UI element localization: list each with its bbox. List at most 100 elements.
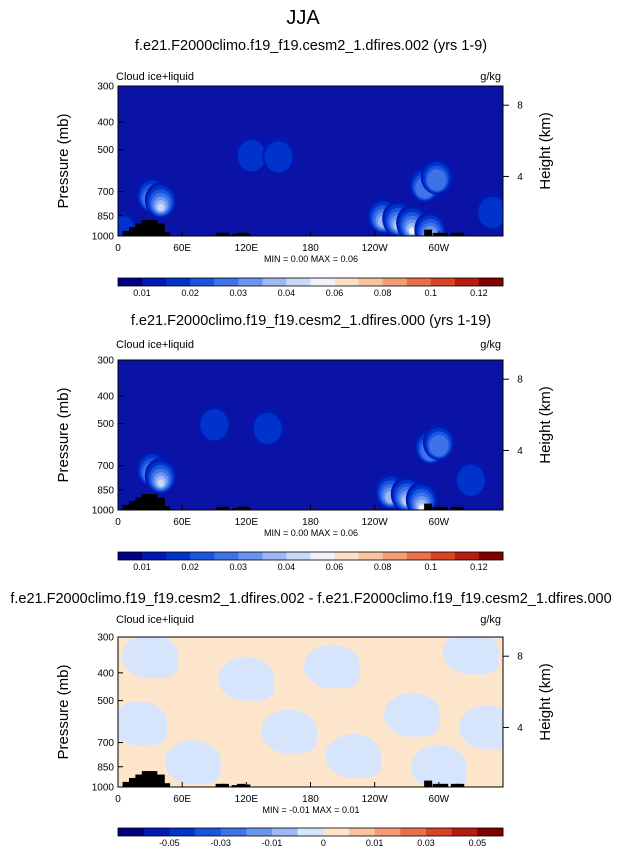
colorbar-swatch [262, 278, 287, 286]
x-tick-label: 60E [173, 517, 191, 528]
cloud-contour [418, 505, 425, 510]
y-axis-label-right: Height (km) [537, 663, 554, 741]
colorbar-tick-label: -0.03 [210, 838, 231, 848]
colorbar-swatch [406, 278, 432, 286]
terrain-block [450, 506, 459, 510]
colorbar-swatch [430, 552, 456, 560]
cloud-contour [457, 464, 485, 496]
terrain-block [231, 785, 240, 787]
anomaly-contour [327, 664, 360, 689]
terrain-block [156, 497, 165, 510]
panel-2: f.e21.F2000climo.f19_f19.cesm2_1.dfires.… [55, 313, 554, 572]
y-tick-label: 500 [97, 145, 114, 156]
colorbar-swatch [195, 828, 222, 836]
colorbar-swatch [262, 552, 287, 560]
variable-label: Cloud ice+liquid [116, 339, 194, 351]
y-tick-label: 500 [97, 419, 114, 430]
colorbar-swatch [382, 552, 408, 560]
height-tick-label: 8 [517, 652, 523, 663]
cloud-contour [157, 479, 165, 487]
x-tick-label: 120E [235, 794, 259, 805]
panel-1: f.e21.F2000climo.f19_f19.cesm2_1.dfires.… [55, 38, 554, 298]
terrain-block [149, 220, 158, 236]
x-tick-label: 120W [362, 243, 389, 254]
terrain-block [149, 771, 158, 787]
colorbar-tick-label: 0.03 [230, 288, 248, 298]
cloud-contour [478, 196, 503, 229]
colorbar-swatch [323, 828, 350, 836]
min-max-text: MIN = 0.00 MAX = 0.06 [264, 254, 358, 264]
units-label: g/kg [480, 614, 501, 626]
colorbar-tick-label: 0.01 [366, 838, 384, 848]
colorbar-swatch [478, 278, 504, 286]
y-tick-label: 850 [97, 485, 114, 496]
terrain-block [432, 783, 441, 787]
colorbar-swatch [142, 552, 167, 560]
colorbar-swatch [374, 828, 401, 836]
terrain-block [424, 503, 433, 510]
colorbar-tick-label: 0.1 [425, 562, 438, 572]
colorbar-tick-label: 0.06 [326, 288, 344, 298]
terrain-block [236, 232, 245, 236]
terrain-block [440, 783, 449, 787]
colorbar-tick-label: 0.05 [469, 838, 487, 848]
cloud-contour [237, 140, 266, 172]
x-tick-label: 120E [235, 243, 259, 254]
x-tick-label: 60W [429, 517, 450, 528]
cloud-contour [253, 412, 282, 445]
colorbar-swatch [358, 278, 384, 286]
colorbar-swatch [166, 552, 191, 560]
colorbar-tick-label: 0.02 [181, 562, 199, 572]
colorbar-swatch [451, 828, 478, 836]
figure-title: JJA [286, 7, 320, 29]
cloud-contour [426, 169, 447, 191]
x-tick-label: 180 [302, 794, 319, 805]
terrain-block [231, 234, 240, 236]
colorbar-tick-label: 0.06 [326, 562, 344, 572]
terrain-block [424, 229, 433, 236]
terrain-block [424, 780, 433, 787]
terrain-block [456, 506, 465, 510]
x-tick-label: 0 [115, 243, 121, 254]
colorbar-swatch [286, 278, 311, 286]
panel-3: f.e21.F2000climo.f19_f19.cesm2_1.dfires.… [10, 591, 611, 848]
terrain-block [220, 232, 229, 236]
colorbar-swatch [454, 552, 480, 560]
anomaly-contour [466, 650, 499, 675]
terrain-block [231, 508, 240, 510]
x-tick-label: 60E [173, 794, 191, 805]
cloud-contour [157, 203, 165, 211]
panel-title: f.e21.F2000climo.f19_f19.cesm2_1.dfires.… [10, 591, 611, 607]
anomaly-contour [408, 712, 441, 737]
colorbar-swatch [246, 828, 273, 836]
colorbar-swatch [334, 278, 360, 286]
terrain-block [135, 774, 144, 787]
terrain-block [456, 783, 465, 787]
colorbar-swatch [349, 828, 376, 836]
terrain-block [141, 494, 150, 510]
x-tick-label: 120W [362, 794, 389, 805]
y-axis-label: Pressure (mb) [55, 113, 72, 208]
colorbar-tick-label: 0.1 [425, 288, 438, 298]
terrain-block [440, 232, 449, 236]
colorbar-tick-label: 0.08 [374, 562, 392, 572]
anomaly-contour [146, 654, 179, 679]
y-tick-label: 400 [97, 668, 114, 679]
colorbar-tick-label: 0.02 [181, 288, 199, 298]
colorbar-swatch [118, 552, 143, 560]
terrain-block [162, 506, 171, 510]
terrain-block [432, 232, 441, 236]
anomaly-contour [135, 721, 168, 746]
min-max-text: MIN = 0.00 MAX = 0.06 [264, 528, 358, 538]
units-label: g/kg [480, 339, 501, 351]
colorbar-swatch [118, 828, 145, 836]
units-label: g/kg [480, 71, 501, 83]
terrain-block [215, 506, 224, 510]
y-axis-label: Pressure (mb) [55, 387, 72, 482]
terrain-block [220, 506, 229, 510]
field-features [122, 405, 487, 510]
y-tick-label: 700 [97, 187, 114, 198]
y-tick-label: 700 [97, 738, 114, 749]
colorbar-swatch [169, 828, 196, 836]
